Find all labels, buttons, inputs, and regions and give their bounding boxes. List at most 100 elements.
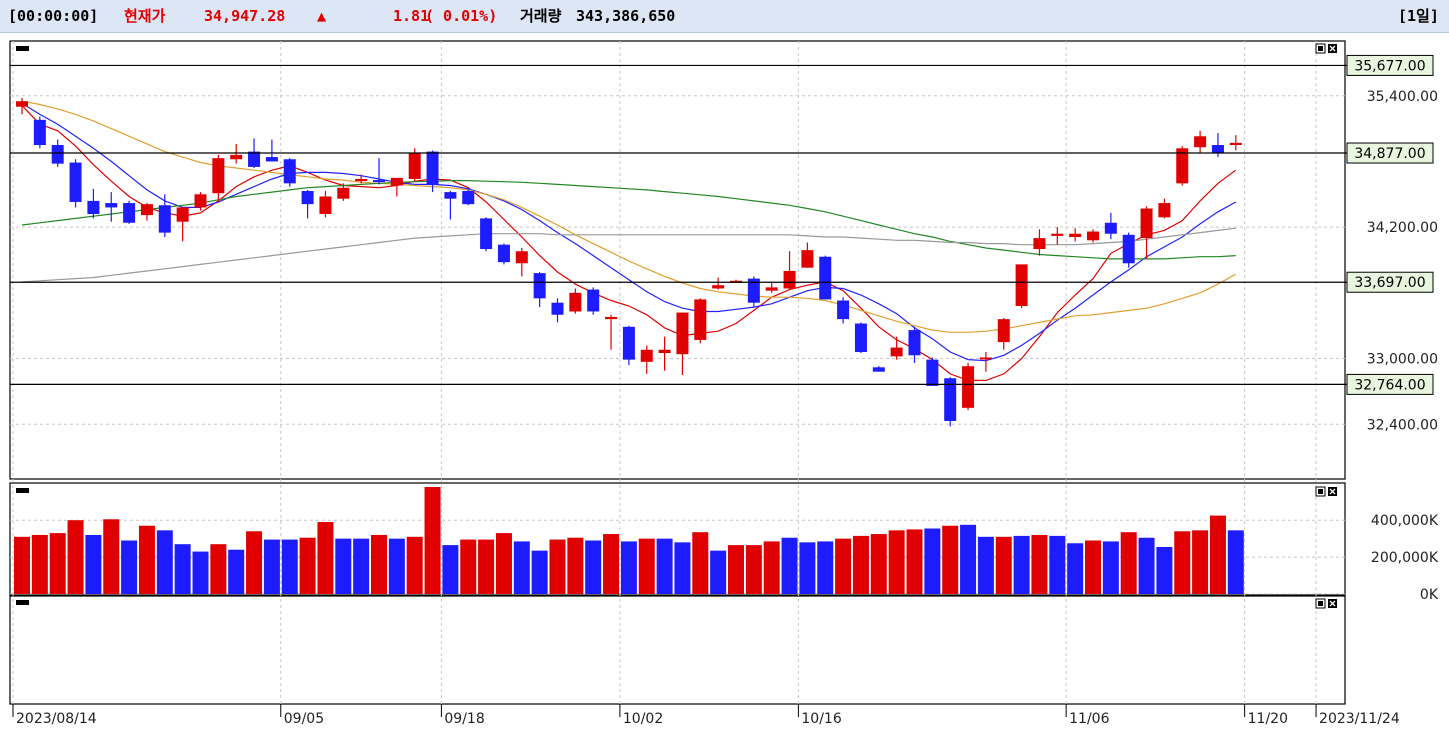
volume-bar — [1156, 546, 1173, 594]
candle — [1104, 212, 1117, 240]
candle — [1140, 206, 1153, 259]
date-axis-label: 09/05 — [284, 711, 324, 727]
candle — [1176, 146, 1189, 186]
volume-bar — [210, 544, 227, 594]
candle — [16, 97, 28, 115]
volume-bar — [942, 525, 959, 594]
volume-bar — [1067, 543, 1084, 594]
quote-header: [00:00:00] 현재가 34,947.28 ▲ 1.81 ( 0.01%)… — [0, 0, 1449, 33]
candle-body — [676, 312, 689, 355]
candle-body — [390, 177, 403, 186]
volume-bar — [442, 545, 459, 594]
candle-body — [248, 151, 261, 167]
candle — [1229, 135, 1242, 151]
candle-body — [783, 270, 796, 289]
candle — [605, 314, 618, 350]
candle-body — [212, 158, 225, 194]
volume-bar — [531, 550, 548, 594]
volume-bar — [620, 541, 637, 594]
candle-body — [801, 250, 814, 268]
candle-body — [997, 319, 1010, 343]
volume-bar — [228, 549, 245, 594]
candle-body — [1033, 238, 1046, 250]
volume-bar — [549, 539, 566, 594]
candle — [872, 366, 885, 372]
candle — [408, 148, 421, 182]
indicator-panel-handle[interactable] — [16, 600, 29, 605]
candle-body — [1176, 148, 1189, 184]
volume-bar — [960, 524, 977, 594]
date-axis-label: 10/02 — [623, 711, 663, 727]
candle — [962, 362, 975, 411]
candle-body — [837, 300, 850, 320]
volume-bar — [1102, 541, 1119, 594]
candle-body — [747, 278, 760, 303]
candle — [319, 191, 332, 218]
level-label-box — [1346, 142, 1434, 164]
volume-bar — [924, 528, 941, 594]
indicator-panel-close-icon[interactable] — [1328, 599, 1337, 608]
price-panel-close-icon[interactable] — [1328, 44, 1337, 53]
candle — [640, 345, 653, 374]
candle-body — [1069, 233, 1082, 238]
volume-bar — [174, 544, 191, 594]
volume-panel-close-icon[interactable] — [1328, 487, 1337, 496]
volume-bar — [478, 539, 495, 594]
volume-axis-tick: 0K — [1420, 587, 1439, 603]
candle-body — [337, 187, 350, 199]
candle — [783, 251, 796, 290]
candle-body — [1015, 264, 1028, 306]
candle — [1122, 232, 1135, 268]
volume-bar — [156, 530, 173, 594]
volume-label: 거래량 — [520, 7, 562, 25]
indicator-panel[interactable] — [9, 595, 1346, 705]
candle — [497, 243, 510, 265]
candle — [694, 298, 707, 344]
candle-body — [265, 157, 278, 162]
candle-body — [1229, 142, 1242, 146]
candle-body — [158, 205, 171, 233]
volume-bar — [906, 529, 923, 594]
candle — [283, 158, 296, 187]
indicator-panel-maximize-icon[interactable] — [1315, 598, 1326, 609]
candle-body — [605, 316, 618, 320]
candle-body — [355, 178, 368, 182]
candle-body — [765, 287, 778, 291]
candle — [801, 242, 814, 268]
volume-panel-handle[interactable] — [16, 488, 29, 493]
candle — [747, 276, 760, 308]
candle — [1194, 130, 1207, 153]
candle — [658, 336, 671, 371]
volume-bar — [638, 538, 655, 594]
volume-bar — [781, 537, 798, 594]
candle-body — [69, 162, 82, 202]
volume-bar — [1138, 537, 1155, 594]
price-panel-handle[interactable] — [16, 46, 29, 51]
candle-body — [1194, 136, 1207, 148]
date-axis-label: 11/06 — [1069, 711, 1109, 727]
price-panel[interactable] — [9, 40, 1346, 480]
quote-time: [00:00:00] — [8, 7, 99, 25]
volume-axis-tick: 200,000K — [1371, 550, 1439, 566]
candle-body — [16, 101, 28, 107]
volume-bar — [1049, 535, 1066, 594]
volume-bar — [835, 538, 852, 594]
price-panel-maximize-icon[interactable] — [1315, 43, 1326, 54]
candle — [462, 188, 475, 206]
volume-bar — [67, 520, 84, 594]
candle-body — [140, 204, 153, 216]
volume-bar — [603, 534, 620, 594]
candle — [551, 298, 564, 323]
up-triangle-icon: ▲ — [317, 7, 327, 25]
candle — [140, 203, 153, 221]
level-label-box — [1346, 271, 1434, 293]
candle-body — [962, 366, 975, 408]
volume-bar — [85, 534, 102, 594]
volume-panel-maximize-icon[interactable] — [1315, 486, 1326, 497]
stock-chart[interactable]: 35,677.00 34,877.00 33,697.00 32,764.00 35,… — [0, 33, 1449, 730]
candle — [1069, 228, 1082, 242]
volume-bar — [1174, 531, 1191, 594]
period-selector[interactable]: [1일] — [1398, 7, 1439, 25]
candle-body — [1158, 203, 1171, 218]
candle-body — [497, 244, 510, 263]
